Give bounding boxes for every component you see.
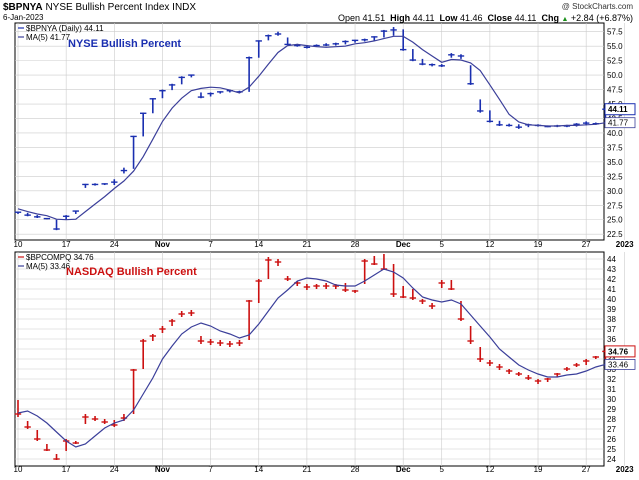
nasdaq-x-tick-label: 2023: [616, 465, 634, 474]
nyse-x-tick-label: 19: [534, 240, 543, 249]
nasdaq-y-tick-label: 36: [607, 335, 616, 344]
open-label: Open: [338, 13, 361, 23]
nasdaq-y-tick-label: 40: [607, 295, 616, 304]
nyse-x-tick-label: 7: [208, 240, 213, 249]
nasdaq-y-tick-label: 43: [607, 265, 616, 274]
nasdaq-x-tick-label: 17: [62, 465, 71, 474]
nasdaq-y-tick-label: 30: [607, 395, 616, 404]
nasdaq-ma-value: 33.46: [608, 360, 629, 369]
nyse-x-tick-label: 12: [485, 240, 494, 249]
nyse-x-tick-label: 17: [62, 240, 71, 249]
nyse-x-tick-label: 21: [302, 240, 311, 249]
nasdaq-y-tick-label: 26: [607, 435, 616, 444]
nyse-y-tick-label: 55.0: [607, 42, 623, 51]
nasdaq-last-value-box: [604, 345, 636, 358]
nyse-y-tick-label: 30.0: [607, 187, 623, 196]
nyse-x-tick-label: 5: [439, 240, 444, 249]
nyse-legend-ma: MA(5) 41.77: [26, 33, 71, 42]
close-label: Close: [487, 13, 513, 23]
exchange: INDX: [172, 2, 197, 13]
nyse-panel-title: NYSE Bullish Percent: [68, 38, 181, 50]
nyse-x-tick-label: Dec: [396, 240, 411, 249]
low-label: Low: [439, 13, 458, 23]
nasdaq-y-tick-label: 44: [607, 255, 616, 264]
nyse-ma-value: 41.77: [608, 119, 629, 128]
nyse-ma-line: [17, 35, 606, 221]
nasdaq-legend-ma: MA(5) 33.46: [26, 262, 71, 271]
nyse-ma-value-box: [604, 117, 636, 129]
low-value: 41.46: [460, 13, 483, 23]
nasdaq-x-tick-label: Dec: [396, 465, 411, 474]
nyse-last-value: 44.11: [608, 105, 628, 114]
symbol-text: $BPNYA: [3, 2, 43, 13]
nasdaq-x-tick-label: 21: [302, 465, 311, 474]
chg-value: +2.84 (+6.87%): [570, 13, 633, 23]
open-value: 41.51: [362, 13, 386, 23]
nasdaq-y-tick-label: 29: [607, 405, 616, 414]
nasdaq-y-tick-label: 24: [607, 455, 616, 464]
nasdaq-x-tick-label: 10: [14, 465, 23, 474]
nyse-x-tick-label: 24: [110, 240, 119, 249]
nasdaq-y-tick-label: 25: [607, 445, 616, 454]
nasdaq-panel-title: NASDAQ Bullish Percent: [66, 266, 197, 278]
chart-date: 6-Jan-2023: [3, 13, 44, 22]
nasdaq-x-tick-label: 5: [439, 465, 444, 474]
nasdaq-x-tick-label: Nov: [155, 465, 171, 474]
nasdaq-x-tick-label: 19: [534, 465, 543, 474]
nasdaq-y-tick-label: 31: [607, 385, 616, 394]
nasdaq-y-tick-label: 41: [607, 285, 616, 294]
nasdaq-y-tick-label: 38: [607, 315, 616, 324]
index-name: NYSE Bullish Percent Index: [45, 2, 170, 13]
nasdaq-y-tick-label: 32: [607, 375, 616, 384]
nyse-y-tick-label: 40.0: [607, 129, 623, 138]
nasdaq-y-tick-label: 37: [607, 325, 616, 334]
nyse-y-tick-label: 37.5: [607, 143, 623, 152]
nasdaq-x-tick-label: 7: [208, 465, 213, 474]
chart-symbol: $BPNYA NYSE Bullish Percent Index INDX: [3, 2, 196, 13]
nyse-x-tick-label: 14: [254, 240, 263, 249]
nyse-y-tick-label: 35.0: [607, 158, 623, 167]
ohlc-readout: Open 41.51 High 44.11 Low 41.46 Close 44…: [338, 13, 633, 23]
nyse-legend-series: $BPNYA (Daily) 44.11: [26, 24, 104, 33]
nasdaq-x-tick-label: 24: [110, 465, 119, 474]
nyse-x-tick-label: 2023: [616, 240, 634, 249]
close-value: 44.11: [514, 13, 537, 23]
nyse-y-tick-label: 25.0: [607, 216, 623, 225]
chg-label: Chg: [541, 13, 559, 23]
nasdaq-x-tick-label: 28: [351, 465, 360, 474]
high-value: 44.11: [412, 13, 435, 23]
nasdaq-legend-series: $BPCOMPQ 34.76: [26, 253, 94, 262]
nasdaq-x-tick-label: 14: [254, 465, 263, 474]
nyse-y-tick-label: 32.5: [607, 172, 623, 181]
nasdaq-ma-value-box: [604, 358, 636, 370]
nasdaq-x-tick-label: 27: [582, 465, 591, 474]
nyse-x-tick-label: 28: [351, 240, 360, 249]
nyse-y-tick-label: 50.0: [607, 71, 623, 80]
nasdaq-y-tick-label: 42: [607, 275, 616, 284]
nyse-last-value-box: [604, 103, 636, 116]
nyse-x-tick-label: 27: [582, 240, 591, 249]
nasdaq-x-tick-label: 12: [485, 465, 494, 474]
nasdaq-y-tick-label: 27: [607, 425, 616, 434]
nyse-y-tick-label: 52.5: [607, 57, 623, 66]
nyse-x-tick-label: 10: [14, 240, 23, 249]
watermark: @ StockCharts.com: [561, 2, 633, 11]
nyse-y-tick-label: 47.5: [607, 86, 623, 95]
nyse-y-tick-label: 27.5: [607, 201, 623, 210]
nyse-plot-frame: [14, 22, 605, 241]
nyse-y-tick-label: 22.5: [607, 230, 623, 239]
nyse-y-tick-label: 57.5: [607, 28, 623, 37]
chg-arrow-icon: ▲: [561, 16, 569, 23]
nasdaq-y-tick-label: 28: [607, 415, 616, 424]
nasdaq-last-value: 34.76: [608, 347, 629, 356]
high-label: High: [390, 13, 411, 23]
nasdaq-ma-line: [17, 268, 606, 448]
nasdaq-y-tick-label: 39: [607, 305, 616, 314]
nyse-x-tick-label: Nov: [155, 240, 171, 249]
